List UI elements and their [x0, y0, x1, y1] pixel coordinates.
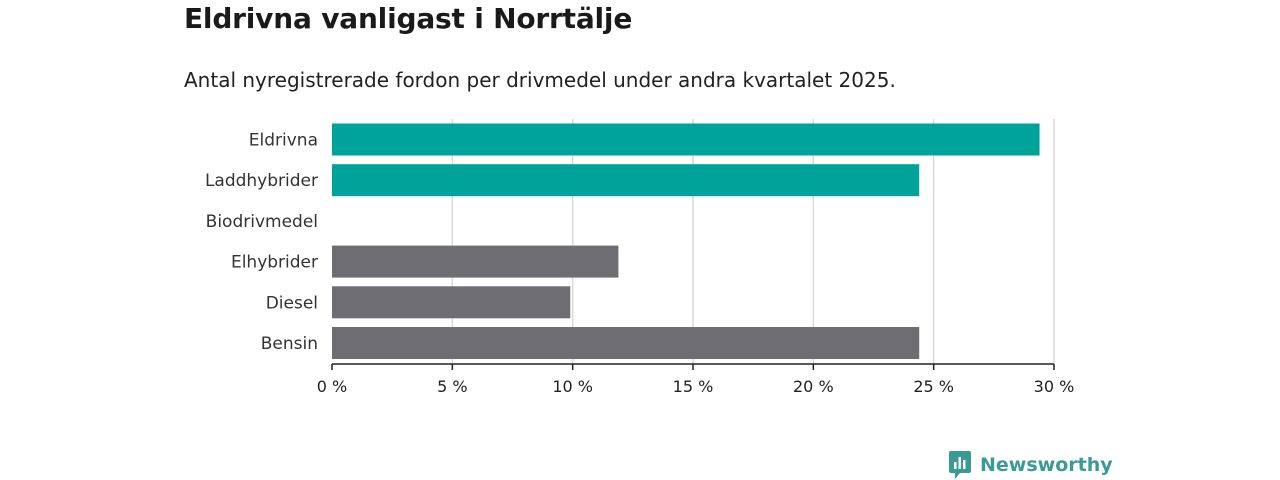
bar — [332, 164, 920, 197]
x-tick-label: 20 % — [793, 377, 834, 396]
bar — [332, 286, 571, 319]
x-tick-label: 15 % — [673, 377, 714, 396]
category-label: Elhybrider — [231, 253, 318, 273]
category-label: Biodrivmedel — [206, 212, 318, 232]
x-tick-label: 10 % — [552, 377, 593, 396]
x-tick-label: 25 % — [913, 377, 954, 396]
x-axis: 0 % 5 % 10 % 15 % 20 % 25 % 30 % — [317, 363, 1075, 396]
category-label: Eldrivna — [249, 131, 318, 151]
chart-subtitle: Antal nyregistrerade fordon per drivmede… — [184, 68, 896, 92]
x-tick-label: 30 % — [1034, 377, 1075, 396]
newsworthy-logo-icon — [949, 451, 971, 479]
x-tick-label: 0 % — [317, 377, 347, 396]
bar — [332, 245, 619, 278]
grid-lines — [451, 119, 1055, 364]
newsworthy-logo: Newsworthy — [948, 450, 1113, 480]
bar — [332, 327, 920, 359]
bar — [332, 123, 1040, 156]
category-label: Diesel — [266, 293, 318, 313]
bars — [332, 123, 1040, 359]
category-labels: Eldrivna Laddhybrider Biodrivmedel Elhybrid… — [205, 131, 318, 355]
bar-chart: Eldrivna Laddhybrider Biodrivmedel Elhybrid… — [205, 119, 1075, 396]
x-tick-label: 5 % — [437, 377, 467, 396]
category-label: Bensin — [261, 334, 318, 354]
category-label: Laddhybrider — [205, 171, 318, 191]
brand-name: Newsworthy — [980, 454, 1113, 476]
chart-title: Eldrivna vanligast i Norrtälje — [184, 2, 633, 35]
